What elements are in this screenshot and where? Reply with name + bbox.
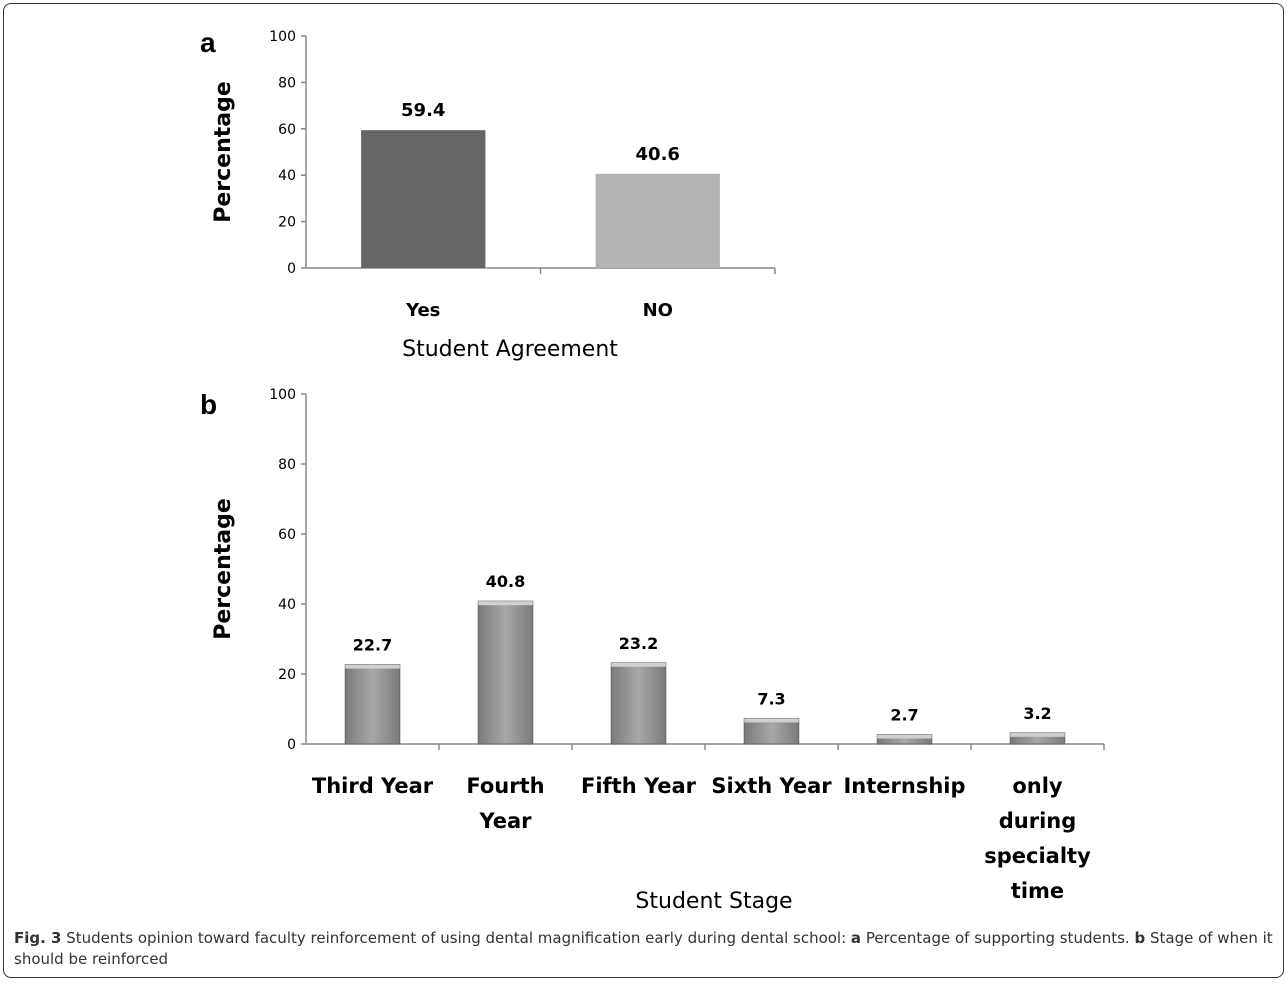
panel-b-data-label: 2.7	[890, 706, 918, 725]
panel-a-x-axis-label: Student Agreement	[402, 337, 618, 362]
panel-a-y-tick-label: 60	[278, 122, 296, 138]
panel-b-y-tick-label: 0	[287, 737, 296, 753]
panel-b-category-label: Sixth Year	[711, 774, 832, 798]
panel-b-category-label: Fourth	[466, 774, 544, 798]
panel-a-y-tick-label: 20	[278, 215, 296, 231]
panel-a-y-tick-label: 80	[278, 75, 296, 91]
panel-b-y-tick-label: 60	[278, 527, 296, 543]
panel-b-y-axis-label: Percentage	[211, 498, 236, 640]
panel-a-category-label: NO	[643, 300, 673, 321]
panel-b-x-axis-label: Student Stage	[635, 889, 792, 914]
panel-b-y-tick-label: 20	[278, 667, 296, 683]
panel-a-y-axis-label: Percentage	[211, 81, 236, 223]
panel-b-category-label: Third Year	[312, 774, 434, 798]
panel-b-category-label: time	[1011, 879, 1064, 903]
figure-frame	[3, 3, 1284, 978]
panel-a-y-tick-label: 40	[278, 168, 296, 184]
panel-b-category-label: during	[999, 809, 1077, 833]
panel-b-bar-cap	[877, 734, 932, 739]
panel-b-bar-cap	[1010, 732, 1065, 737]
panel-b-bar	[743, 717, 800, 745]
panel-b-y-tick-label: 100	[269, 387, 296, 403]
caption-bold-a: a	[850, 929, 862, 947]
panel-a-data-label: 40.6	[636, 144, 680, 165]
panel-b-data-label: 40.8	[486, 572, 525, 591]
panel-b-bar	[610, 662, 667, 745]
panel-a-bar	[361, 130, 486, 268]
panel-b-data-label: 23.2	[619, 634, 658, 653]
panel-b-bar	[344, 664, 401, 745]
panel-b-data-label: 7.3	[757, 689, 785, 708]
panel-b-y-tick-label: 80	[278, 457, 296, 473]
panel-b-bar-cap	[478, 601, 533, 606]
panel-b-data-label: 22.7	[353, 636, 392, 655]
panel-b-category-label: specialty	[984, 844, 1091, 868]
panel-a-y-tick-label: 0	[287, 261, 296, 277]
panel-a-y-tick-label: 100	[269, 29, 296, 45]
panel-b-y-tick-label: 40	[278, 597, 296, 613]
panel-b-category-label: Fifth Year	[581, 774, 697, 798]
caption-bold-b: b	[1134, 929, 1146, 947]
figure-caption: Fig. 3 Students opinion toward faculty r…	[14, 928, 1274, 970]
panel-a-bar	[595, 173, 720, 268]
panel-b-category-label: Internship	[843, 774, 965, 798]
panel-a-category-label: Yes	[405, 300, 440, 321]
panel-b-bar	[477, 600, 534, 745]
panel-b-label: b	[200, 389, 217, 420]
caption-fig-label: Fig. 3	[14, 929, 62, 947]
panel-b-bar-cap	[744, 718, 799, 723]
panel-b-bar-cap	[345, 664, 400, 669]
caption-text-3: Stage of when it should be reinforced	[14, 929, 1273, 968]
panel-a-label: a	[200, 27, 216, 58]
panel-b-category-label: Year	[478, 809, 532, 833]
caption-text-2: Percentage of supporting students.	[861, 929, 1135, 947]
panel-a-data-label: 59.4	[401, 100, 445, 121]
panel-b-category-label: only	[1012, 774, 1063, 798]
panel-b-bar-cap	[611, 662, 666, 667]
panel-b-data-label: 3.2	[1023, 704, 1051, 723]
caption-text-1: Students opinion toward faculty reinforc…	[61, 929, 851, 947]
